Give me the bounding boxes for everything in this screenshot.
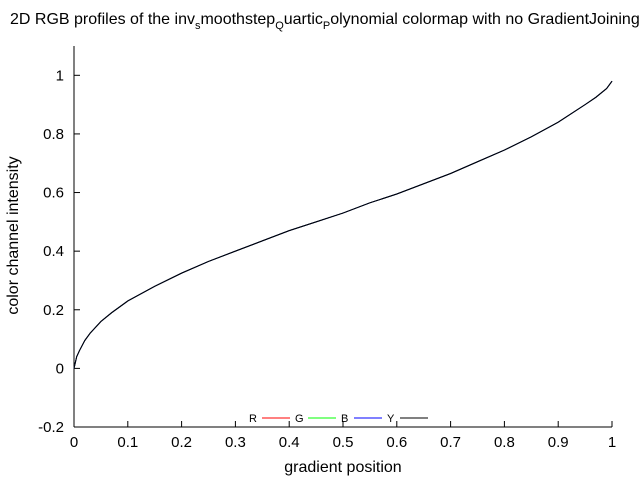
plot-area <box>73 46 612 428</box>
series-line-y <box>73 80 613 369</box>
title-subscript: Q <box>275 20 284 32</box>
y-axis-ticks: -0.2 0 0.2 0.4 0.6 0.8 1 <box>38 67 80 436</box>
y-tick-label: 0.2 <box>43 302 64 319</box>
legend-label-y: Y <box>387 413 395 425</box>
title-segment: moothstep <box>200 11 275 28</box>
x-tick-label: 0.9 <box>548 434 569 451</box>
title-segment: olynomial colormap with no GradientJoini… <box>330 11 640 28</box>
x-tick-label: 0.4 <box>279 434 300 451</box>
y-tick-label: 0.4 <box>43 243 64 260</box>
title-subscript: s <box>195 20 201 32</box>
y-axis-label: color channel intensity <box>5 156 22 314</box>
x-tick-label: 0.8 <box>494 434 515 451</box>
y-tick-label: 0 <box>56 360 64 377</box>
y-tick-label: 0.8 <box>43 126 64 143</box>
series-line-r <box>73 80 613 369</box>
x-tick-label: 0 <box>70 434 78 451</box>
legend-label-r: R <box>249 413 257 425</box>
x-tick-label: 0.1 <box>117 434 138 451</box>
series-lines <box>73 80 613 369</box>
title-segment: uartic <box>284 11 323 28</box>
x-tick-label: 0.6 <box>386 434 407 451</box>
x-tick-label: 0.2 <box>171 434 192 451</box>
legend-label-g: G <box>295 413 304 425</box>
chart-title-text: 2D RGB profiles of the invsmoothstepQuar… <box>10 11 640 32</box>
y-tick-label: 1 <box>56 67 64 84</box>
x-tick-label: 0.3 <box>225 434 246 451</box>
x-axis-ticks: 0 0.1 0.2 0.3 0.4 0.5 0.6 0.7 0.8 0.9 1 <box>70 421 616 451</box>
x-tick-label: 0.7 <box>440 434 461 451</box>
chart-title: 2D RGB profiles of the invsmoothstepQuar… <box>10 11 640 32</box>
y-tick-label: -0.2 <box>38 419 64 436</box>
legend-label-b: B <box>341 413 348 425</box>
x-tick-label: 0.5 <box>333 434 354 451</box>
series-line-g <box>73 80 613 369</box>
series-line-b <box>73 80 613 369</box>
title-subscript: P <box>323 20 330 32</box>
x-axis-label: gradient position <box>284 459 401 476</box>
x-tick-label: 1 <box>608 434 616 451</box>
y-tick-label: 0.6 <box>43 185 64 202</box>
title-segment: 2D RGB profiles of the inv <box>10 11 195 28</box>
